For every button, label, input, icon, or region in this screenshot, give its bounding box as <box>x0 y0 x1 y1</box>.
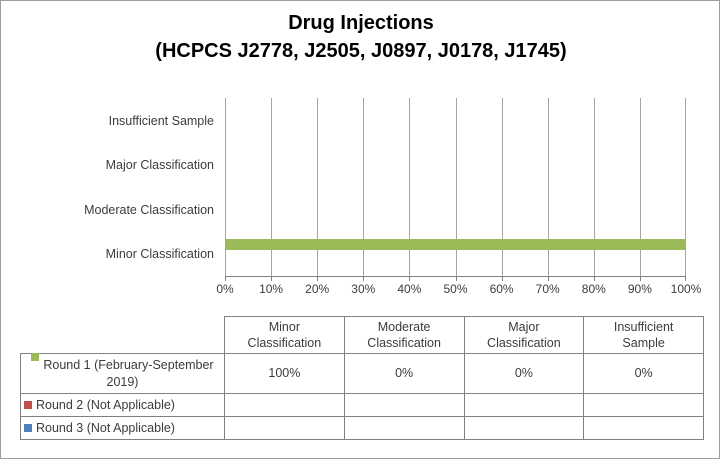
gridline-60 <box>501 98 503 276</box>
legend-label-round3: Round 3 (Not Applicable) <box>36 420 175 435</box>
value-round3-major <box>464 417 585 440</box>
x-tick-label: 10% <box>259 282 284 296</box>
column-header-minor: Minor Classification <box>225 317 345 354</box>
x-axis-tick <box>225 277 226 281</box>
round1-color-swatch-icon <box>31 353 40 362</box>
x-tick-label: 40% <box>397 282 422 296</box>
legend-item-round2: Round 2 (Not Applicable) <box>21 394 224 417</box>
x-axis-tick <box>593 277 595 281</box>
x-tick-label: 20% <box>305 282 330 296</box>
chart-title: Drug Injections <box>288 12 434 34</box>
x-axis-tick <box>409 277 411 281</box>
y-axis-label-major-classification: Major Classification <box>105 158 214 172</box>
x-tick-label: 70% <box>535 282 560 296</box>
value-round1-insufficient: 0% <box>584 354 704 394</box>
x-axis-tick <box>547 277 549 281</box>
value-round3-moderate <box>344 417 465 440</box>
x-axis-tick <box>639 277 641 281</box>
value-round2-moderate <box>344 394 465 417</box>
x-axis-tick <box>501 277 503 281</box>
x-axis-labels: 0% 10% 20% 30% 40% 50% 60% 70% 80% 90% 1… <box>216 282 701 298</box>
value-round1-major: 0% <box>464 354 585 394</box>
x-axis-line <box>225 276 686 277</box>
x-axis-tick <box>363 277 365 281</box>
value-round3-minor <box>225 417 345 440</box>
x-tick-label: 80% <box>581 282 606 296</box>
gridline-50 <box>455 98 457 276</box>
y-axis-label-insufficient-sample: Insufficient Sample <box>108 113 214 128</box>
legend-label-round1: Round 1 (February-September 2019) <box>43 358 214 389</box>
data-table: Minor Classification Moderate Classifica… <box>224 316 704 440</box>
legend-item-round3: Round 3 (Not Applicable) <box>21 417 224 440</box>
y-axis-label-minor-classification: Minor Classification <box>105 247 214 261</box>
legend-label-round2: Round 2 (Not Applicable) <box>36 397 175 412</box>
gridline-40 <box>409 98 411 276</box>
x-axis-tick <box>685 277 686 281</box>
gridline-0 <box>225 98 226 276</box>
y-axis-label-moderate-classification: Moderate Classification <box>84 202 214 217</box>
gridline-80 <box>593 98 595 276</box>
value-round2-major <box>464 394 585 417</box>
gridline-20 <box>317 98 319 276</box>
gridline-70 <box>547 98 549 276</box>
value-round2-insufficient <box>584 394 704 417</box>
x-axis-tick <box>317 277 319 281</box>
plot-area <box>225 98 686 281</box>
x-tick-label: 100% <box>670 282 702 296</box>
gridline-10 <box>271 98 273 276</box>
legend: Round 1 (February-September 2019) Round … <box>20 353 224 440</box>
x-tick-label: 90% <box>627 282 652 296</box>
column-header-insufficient: Insufficient Sample <box>584 317 704 354</box>
x-axis-tick <box>271 277 273 281</box>
column-header-moderate: Moderate Classification <box>344 317 465 354</box>
value-round1-minor: 100% <box>225 354 345 394</box>
gridline-30 <box>363 98 365 276</box>
gridline-100 <box>685 98 686 276</box>
round2-color-swatch-icon <box>24 401 32 409</box>
gridline-90 <box>639 98 641 276</box>
value-round2-minor <box>225 394 345 417</box>
column-header-major: Major Classification <box>464 317 585 354</box>
bar-round1-minor-classification <box>225 239 686 250</box>
value-round3-insufficient <box>584 417 704 440</box>
x-tick-label: 50% <box>443 282 468 296</box>
x-tick-label: 0% <box>216 282 234 296</box>
round3-color-swatch-icon <box>24 424 32 432</box>
x-axis-tick <box>455 277 457 281</box>
chart-title-block: Drug Injections (HCPCS J2778, J2505, J08… <box>1 9 719 65</box>
chart-subtitle: (HCPCS J2778, J2505, J0897, J0178, J1745… <box>155 40 567 62</box>
value-round1-moderate: 0% <box>344 354 465 394</box>
x-tick-label: 60% <box>489 282 514 296</box>
legend-item-round1: Round 1 (February-September 2019) <box>21 353 224 394</box>
x-tick-label: 30% <box>351 282 376 296</box>
